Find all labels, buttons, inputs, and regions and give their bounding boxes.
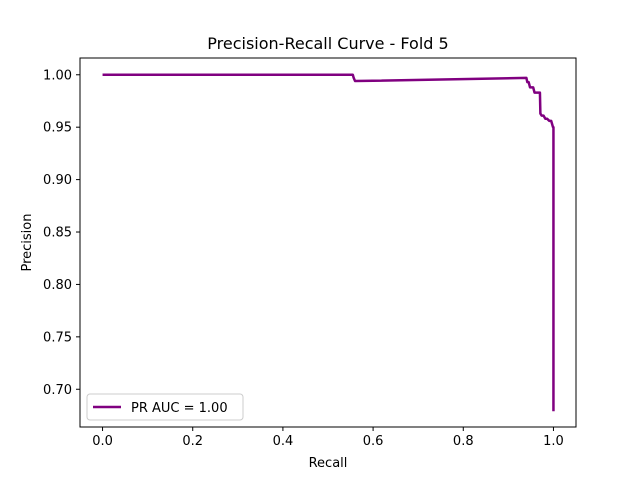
y-tick-label: 0.95 — [43, 121, 72, 136]
x-tick-label: 1.0 — [543, 434, 564, 449]
pr-curve-line — [102, 73, 555, 412]
legend: PR AUC = 1.00 — [86, 393, 244, 421]
legend-box — [86, 393, 244, 421]
x-tick-label: 0.8 — [453, 434, 474, 449]
x-tick-label: 0.2 — [182, 434, 203, 449]
y-tick-label: 0.70 — [43, 383, 72, 398]
x-axis-label: Recall — [309, 456, 348, 471]
ticks-layer: 0.0 0.2 0.4 0.6 0.8 1.0 0.70 0.75 0.80 0.85 0.90 0.… — [43, 68, 564, 449]
y-tick-label: 1.00 — [43, 68, 72, 83]
y-tick-label: 0.75 — [43, 330, 72, 345]
y-tick-label: 0.90 — [43, 173, 72, 188]
series-layer — [102, 73, 555, 412]
x-tick-label: 0.6 — [363, 434, 384, 449]
plot-frame — [79, 57, 577, 428]
y-tick-label: 0.85 — [43, 226, 72, 241]
y-tick-label: 0.80 — [43, 278, 72, 293]
legend-label: PR AUC = 1.00 — [131, 401, 228, 416]
y-axis-label: Precision — [20, 213, 35, 271]
x-tick-label: 0.4 — [273, 434, 294, 449]
chart-title: Precision-Recall Curve - Fold 5 — [207, 34, 448, 53]
x-tick-label: 0.0 — [92, 434, 113, 449]
